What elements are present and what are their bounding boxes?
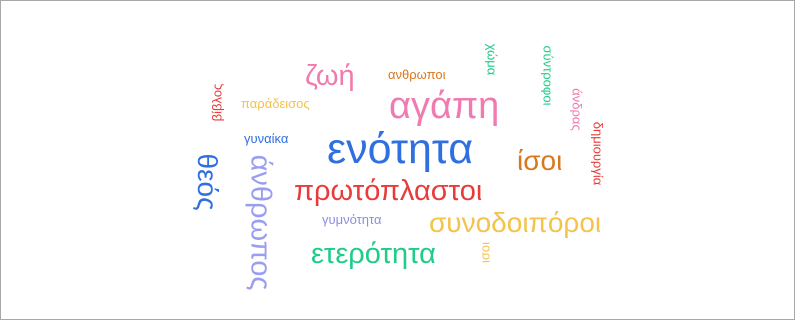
word-isoi: ίσοι: [517, 145, 563, 176]
word-andras: άνδρας: [569, 88, 585, 131]
word-zoi: ζωή: [305, 60, 355, 92]
word-theos: θεός: [192, 153, 223, 211]
word-vivlos: βίβλος: [209, 83, 225, 122]
word-paradeisos: παράδεισος: [241, 96, 310, 111]
word-syntrofoi: σύντροφοι: [540, 45, 556, 106]
word-choma: χώμα: [484, 43, 500, 76]
word-protoplastoi: πρωτόπλαστοι: [294, 175, 483, 207]
word-agapi: αγάπη: [389, 85, 500, 127]
word-gynaika: γυναίκα: [244, 131, 289, 146]
word-enotita: ενότητα: [327, 125, 474, 173]
word-eterotita: ετερότητα: [311, 238, 436, 270]
word-isoi-small: ισοι: [477, 241, 493, 264]
word-dimiourgia: δημιουργία: [590, 121, 606, 186]
word-gymnotita: γυμνότητα: [322, 212, 382, 227]
word-anthropos: άνθρωπος: [244, 154, 277, 291]
word-anthropoi: ανθρωποι: [388, 67, 446, 82]
word-synodoiporoi: συνοδοιπόροι: [429, 207, 602, 238]
